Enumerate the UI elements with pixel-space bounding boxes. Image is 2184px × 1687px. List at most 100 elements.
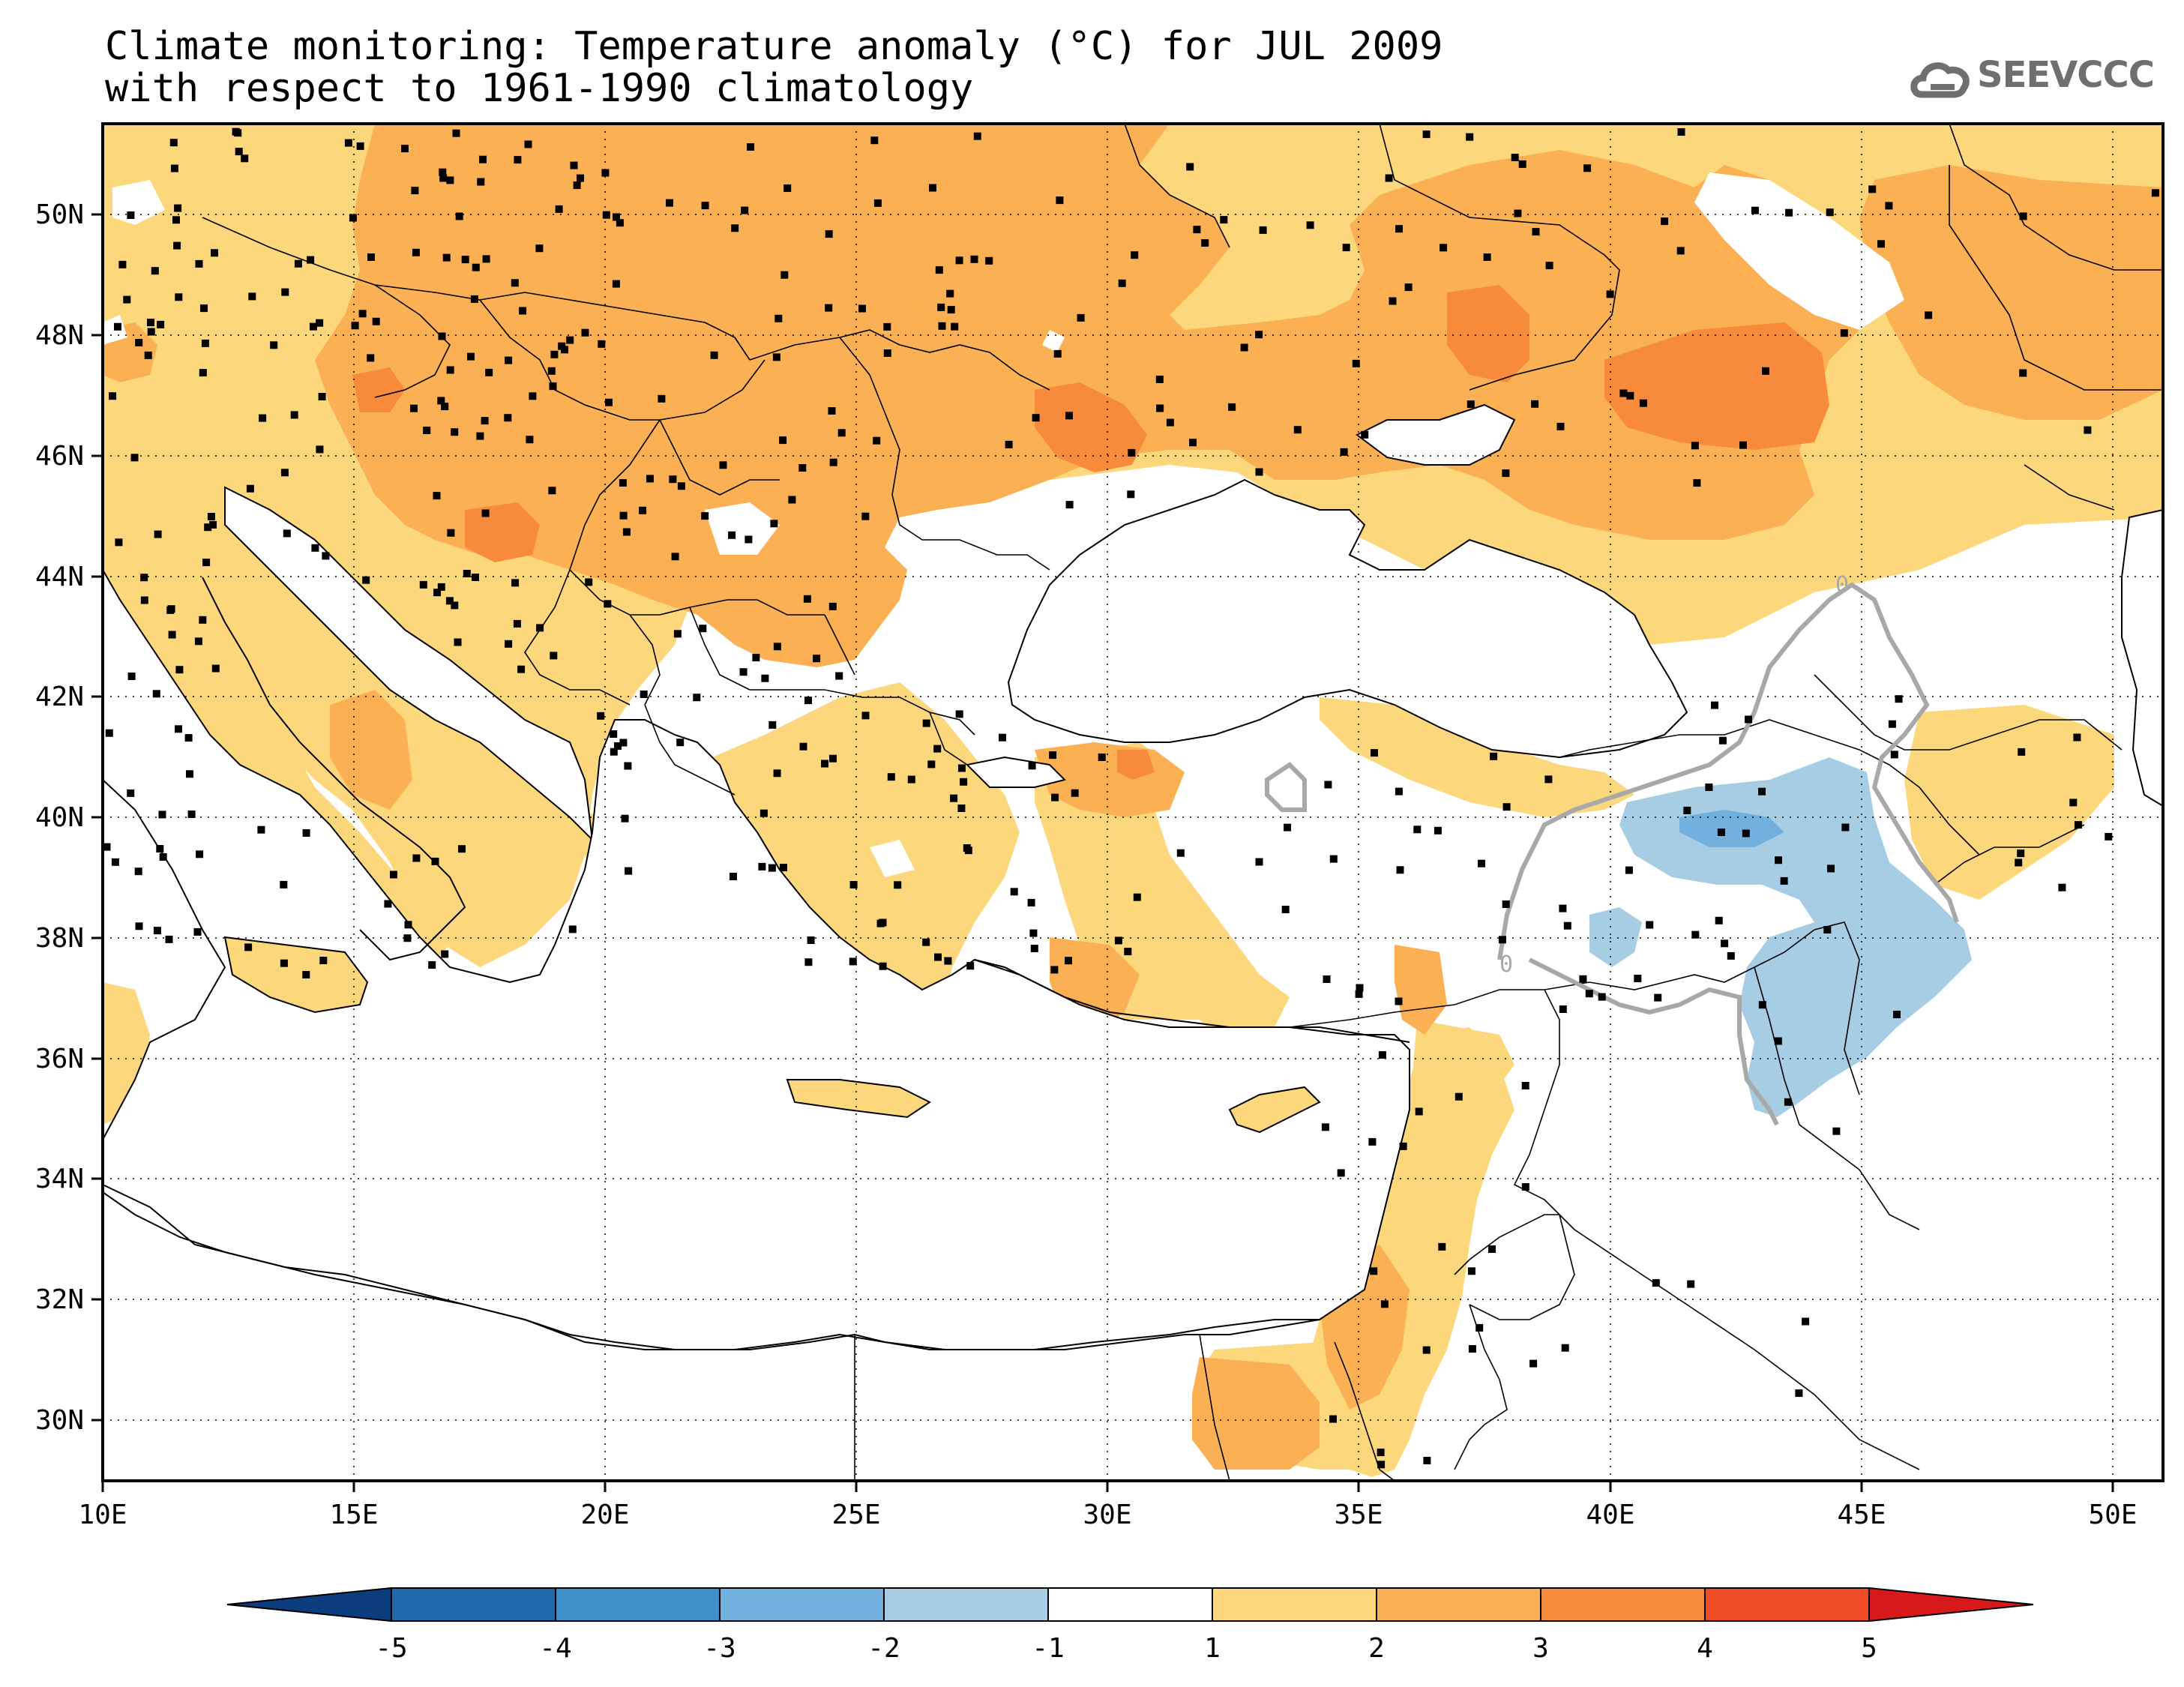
x-tick-label: 20E (580, 1500, 629, 1530)
station-marker (951, 322, 959, 331)
station-marker (156, 845, 164, 852)
station-marker (922, 938, 930, 946)
station-marker (175, 666, 184, 674)
station-marker (1717, 829, 1725, 836)
station-marker (619, 739, 628, 747)
station-marker (1228, 403, 1236, 411)
x-tick-label: 45E (1837, 1500, 1886, 1530)
station-marker (367, 253, 375, 261)
station-marker (759, 809, 768, 817)
station-marker (281, 288, 289, 296)
station-marker (1626, 391, 1634, 400)
station-marker (193, 927, 202, 936)
station-marker (1049, 751, 1057, 760)
station-marker (319, 957, 328, 964)
colorbar-cell (1704, 1587, 1870, 1622)
station-marker (511, 579, 520, 587)
station-marker (947, 306, 955, 314)
contour-label: 0 (1499, 951, 1513, 978)
station-marker (1478, 859, 1485, 867)
station-marker (568, 925, 577, 933)
station-marker (438, 332, 446, 340)
station-marker (1511, 154, 1519, 161)
station-marker (477, 178, 485, 186)
station-marker (280, 959, 288, 967)
station-marker (1284, 823, 1292, 832)
station-marker (535, 244, 544, 253)
station-marker (349, 214, 357, 222)
colorbar-cell (226, 1587, 392, 1623)
station-marker (669, 475, 677, 484)
colorbar-label: -5 (375, 1633, 407, 1664)
y-tick-label: 36N (35, 1044, 84, 1074)
colorbar-cell (391, 1587, 556, 1622)
station-marker (1758, 1001, 1766, 1009)
station-marker (671, 553, 679, 561)
station-marker (175, 293, 183, 301)
station-marker (1751, 206, 1759, 214)
station-marker (849, 957, 857, 966)
colorbar-label: -3 (703, 1633, 735, 1664)
station-marker (758, 862, 766, 870)
anomaly-neg1-neg2-fill (1589, 757, 1972, 1117)
station-marker (184, 734, 193, 742)
station-marker (140, 596, 148, 604)
sea-marmara (965, 756, 1066, 788)
station-marker (598, 340, 606, 348)
station-marker (861, 512, 870, 520)
station-marker (147, 319, 154, 327)
station-marker (1340, 448, 1348, 456)
colorbar-cell (1376, 1587, 1541, 1622)
station-marker (1255, 468, 1263, 476)
station-marker (1677, 128, 1685, 136)
station-marker (619, 511, 628, 520)
station-marker (1050, 966, 1059, 974)
station-marker (114, 322, 121, 331)
station-marker (1395, 787, 1403, 796)
station-marker (511, 279, 519, 287)
station-marker (1652, 1279, 1660, 1287)
station-marker (1925, 311, 1933, 319)
station-marker (1395, 997, 1403, 1005)
station-marker (1625, 866, 1633, 874)
station-marker (431, 857, 439, 865)
station-marker (280, 880, 288, 888)
colorbar-label: 3 (1532, 1633, 1549, 1664)
station-marker (403, 934, 412, 942)
station-marker (270, 341, 278, 349)
station-marker (1399, 1142, 1407, 1150)
station-marker (505, 356, 513, 364)
colorbar-cell (555, 1587, 721, 1622)
station-marker (201, 339, 209, 347)
station-marker (1711, 701, 1718, 709)
station-marker (770, 520, 778, 528)
x-tick-label: 50E (2088, 1500, 2137, 1530)
station-marker (610, 730, 618, 738)
station-marker (168, 631, 176, 639)
station-marker (1155, 376, 1164, 383)
station-marker (461, 256, 469, 264)
station-marker (526, 436, 534, 444)
station-marker (1563, 921, 1571, 930)
station-marker (1131, 251, 1139, 259)
station-marker (433, 492, 441, 500)
station-marker (423, 427, 431, 434)
station-marker (883, 322, 891, 331)
station-marker (283, 529, 291, 538)
station-marker (1518, 160, 1526, 168)
seevccc-logo: SEEVCCC (1908, 48, 2163, 108)
station-marker (173, 241, 181, 250)
station-marker (1583, 164, 1592, 172)
station-marker (439, 168, 447, 176)
station-marker (613, 213, 620, 221)
station-marker (479, 155, 487, 163)
y-tick-label: 46N (35, 441, 84, 472)
station-marker (1321, 1123, 1329, 1131)
station-marker (316, 445, 324, 454)
station-marker (1585, 990, 1593, 998)
station-marker (774, 314, 783, 322)
station-marker (549, 382, 557, 391)
station-marker (372, 317, 380, 325)
station-marker (235, 148, 243, 156)
station-marker (410, 404, 418, 412)
